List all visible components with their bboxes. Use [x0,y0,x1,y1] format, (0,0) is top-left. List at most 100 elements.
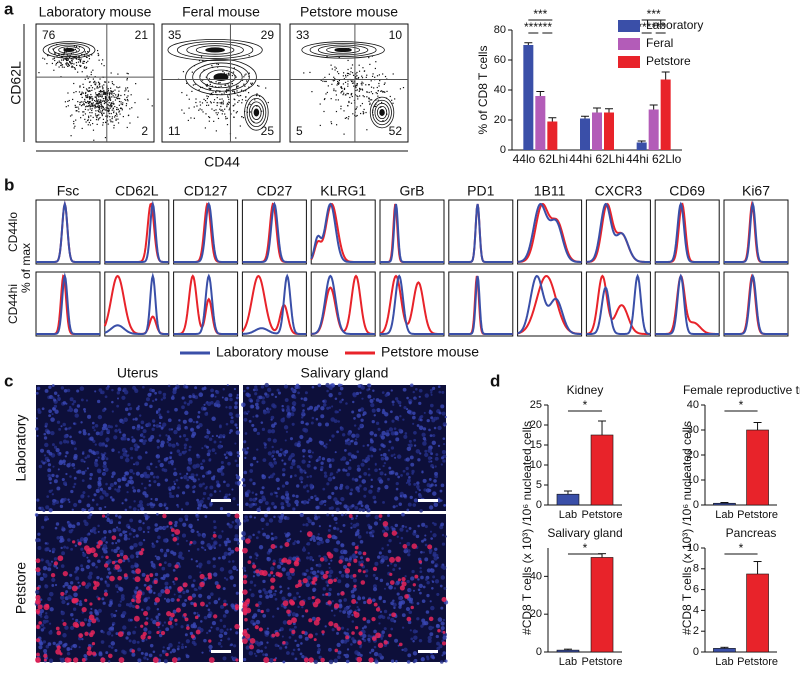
event-dot [96,106,98,108]
nucleus [358,409,361,412]
nucleus [206,430,211,435]
nucleus [261,486,265,490]
nucleus [266,608,270,613]
nucleus [146,424,149,427]
nucleus [104,455,107,458]
nucleus [262,458,267,463]
nucleus [319,501,324,506]
nucleus [228,560,231,563]
event-dot [382,91,384,93]
nucleus [152,424,156,427]
cd8-cell [216,584,221,590]
nucleus [229,628,232,631]
nucleus [286,571,291,576]
nucleus [404,432,408,435]
event-dot [356,95,358,97]
nucleus [215,626,220,631]
bar [556,649,580,653]
nucleus [92,439,96,443]
nucleus [429,403,434,408]
nucleus [124,407,129,412]
nucleus [108,571,112,575]
event-dot [226,106,228,108]
event-dot [394,98,396,100]
nucleus [363,600,367,605]
nucleus [249,580,254,584]
nucleus [205,485,208,488]
nucleus [233,387,237,391]
nucleus [106,630,112,636]
contour [167,38,263,61]
event-dot [83,62,85,64]
event-dot [356,106,358,108]
nucleus [348,557,352,561]
event-dot [67,100,69,103]
event-dot [105,93,107,95]
cd8-cell [389,556,395,563]
event-dot [71,65,73,67]
nucleus [244,456,247,460]
event-dot [112,90,114,92]
nucleus [206,631,209,635]
nucleus [424,557,429,562]
event-dot [88,58,91,60]
nucleus [187,549,191,552]
nucleus [418,583,423,589]
nucleus [139,473,145,478]
nucleus [73,482,77,486]
nucleus [106,440,109,443]
event-dot [235,76,237,78]
nucleus [51,584,55,587]
event-dot [309,71,311,74]
nucleus [94,460,98,465]
nucleus [94,443,97,446]
nucleus [249,497,253,502]
nucleus [101,456,105,461]
nucleus [107,517,110,520]
nucleus [208,601,211,605]
cd8-cell [406,616,412,622]
event-dot [206,83,208,86]
nucleus [384,473,387,476]
nucleus [178,641,181,644]
event-dot [207,104,210,106]
event-dot [120,94,122,97]
nucleus [71,508,74,511]
nucleus [435,453,439,456]
nucleus [220,461,224,465]
nucleus [407,502,412,507]
event-dot [52,48,54,50]
nucleus [135,448,138,451]
nucleus [111,410,114,413]
nucleus [118,532,123,537]
event-dot [330,123,333,125]
event-dot [359,95,361,97]
nucleus [48,385,52,389]
nucleus [336,592,340,596]
event-dot [107,99,109,102]
nucleus [186,467,192,472]
nucleus [257,530,261,534]
nucleus [383,462,387,465]
nucleus [132,418,135,421]
nucleus [56,420,61,424]
cd8-cell [84,598,88,602]
nucleus [361,508,366,512]
nucleus [197,411,201,414]
nucleus [157,592,163,597]
nucleus [38,464,43,469]
nucleus [424,452,429,458]
contour [326,46,361,54]
nucleus [242,483,246,488]
event-dot [221,113,223,115]
nucleus [134,562,138,566]
marker-label: Fsc [57,183,80,199]
contour [42,41,96,59]
nucleus [121,502,124,505]
histogram-curve [380,203,444,263]
nucleus [132,577,135,580]
nucleus [410,637,414,641]
nucleus [367,473,371,477]
nucleus [368,525,373,530]
event-dot [97,104,99,106]
